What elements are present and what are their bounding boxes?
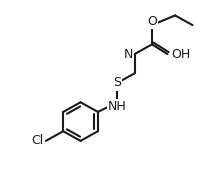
Text: NH: NH [108,100,127,113]
Text: N: N [124,47,133,61]
Text: OH: OH [171,47,190,61]
Text: O: O [147,15,157,28]
Text: S: S [113,76,121,90]
Text: Cl: Cl [31,134,44,147]
